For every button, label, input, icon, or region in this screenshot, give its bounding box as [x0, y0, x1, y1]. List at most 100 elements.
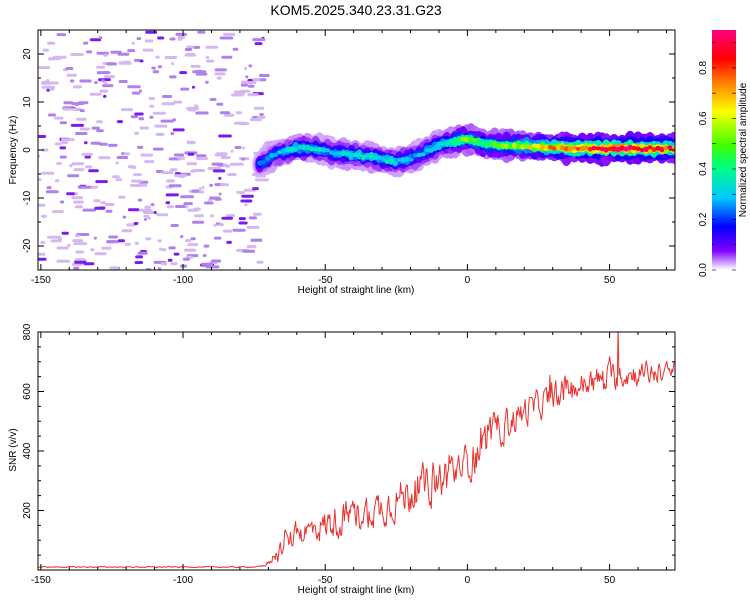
- noise-blob: [177, 156, 186, 160]
- ridge-core: [400, 157, 406, 163]
- noise-blob: [183, 202, 193, 206]
- snr-panel: -150 -100 -50 0 50 200 400 600 800 Height of st…: [8, 323, 676, 596]
- ridge-core: [285, 146, 291, 153]
- ridge-core: [368, 153, 374, 159]
- ridge-core: [420, 152, 426, 157]
- noise-blob: [56, 162, 62, 166]
- noise-blob: [79, 109, 85, 113]
- noise-blob: [144, 160, 155, 164]
- noise-blob: [116, 156, 129, 159]
- noise-blob: [46, 79, 50, 82]
- y-tick-label: 600: [22, 383, 33, 400]
- noise-blob: [84, 155, 91, 159]
- ridge-core: [500, 143, 506, 149]
- noise-blob: [238, 217, 246, 221]
- noise-blob: [107, 143, 118, 147]
- noise-blob: [187, 152, 195, 156]
- ridge-core: [575, 146, 581, 151]
- noise-blob: [124, 242, 131, 246]
- noise-blob: [186, 45, 195, 49]
- noise-blob: [188, 141, 196, 145]
- noise-blob: [218, 134, 232, 138]
- noise-blob: [254, 178, 269, 182]
- ridge-core: [297, 144, 303, 150]
- ridge-core: [344, 151, 350, 157]
- noise-blob: [190, 64, 201, 68]
- ridge-core: [392, 161, 398, 166]
- noise-blob: [122, 60, 131, 64]
- noise-blob: [205, 265, 220, 269]
- ridge-core: [348, 153, 354, 159]
- noise-blob: [73, 266, 80, 270]
- noise-blob: [142, 48, 154, 52]
- ridge-core: [659, 146, 665, 153]
- ridge-core: [305, 144, 311, 151]
- noise-blob: [170, 262, 178, 266]
- ridge-core: [551, 146, 558, 151]
- y-tick-label: 20: [22, 48, 33, 60]
- noise-blob: [150, 203, 155, 207]
- noise-blob: [152, 147, 164, 151]
- noise-blob: [144, 39, 154, 43]
- noise-blob: [180, 264, 187, 268]
- ridge-core: [651, 147, 657, 153]
- noise-blob: [90, 248, 95, 252]
- noise-blob: [85, 165, 93, 169]
- noise-blob: [49, 57, 62, 61]
- colorbar-ticks: 0.0 0.2 0.4 0.6 0.8: [698, 42, 736, 277]
- noise-blob: [61, 231, 69, 235]
- noise-blob: [220, 156, 231, 160]
- noise-blob: [218, 192, 222, 196]
- noise-blob: [167, 258, 173, 262]
- noise-blob: [230, 149, 234, 153]
- noise-blob: [91, 126, 100, 130]
- noise-blob: [235, 111, 243, 115]
- noise-blob: [232, 228, 246, 232]
- ridge-core: [627, 144, 633, 151]
- noise-blob: [52, 210, 64, 214]
- noise-blob: [38, 178, 42, 182]
- noise-blob: [127, 85, 141, 89]
- ridge-core: [476, 140, 482, 145]
- noise-blob: [234, 121, 247, 125]
- ridge-core: [436, 141, 442, 146]
- colorbar: 0.0 0.2 0.4 0.6 0.8 Normalized spectral ampl…: [698, 30, 749, 277]
- noise-blob: [138, 89, 143, 93]
- noise-blob: [69, 164, 73, 168]
- noise-blob: [96, 129, 104, 133]
- ridge-core: [615, 146, 621, 152]
- noise-blob: [73, 242, 88, 246]
- noise-blob: [118, 80, 128, 83]
- noise-blob: [206, 59, 215, 63]
- ridge-core: [623, 146, 629, 152]
- noise-blob: [192, 220, 205, 224]
- noise-blob: [227, 173, 237, 176]
- noise-blob: [192, 70, 207, 74]
- noise-blob: [46, 186, 52, 190]
- x-tick-label: 50: [604, 275, 616, 286]
- noise-blob: [65, 67, 74, 70]
- noise-blob: [232, 47, 239, 51]
- ridge-core: [424, 148, 430, 153]
- x-tick-label: 0: [465, 275, 471, 286]
- noise-blob: [175, 205, 186, 208]
- ridge-core: [360, 154, 366, 160]
- noise-blob: [226, 240, 232, 244]
- ridge-core: [619, 145, 625, 151]
- noise-blob: [258, 74, 270, 77]
- x-tick-label: 50: [604, 575, 616, 586]
- ridge-core: [336, 151, 342, 156]
- noise-blob: [242, 146, 245, 150]
- noise-blob: [79, 79, 92, 83]
- ridge-core: [269, 153, 275, 158]
- noise-blob: [169, 75, 177, 79]
- noise-blob: [195, 157, 209, 160]
- noise-blob: [234, 90, 246, 94]
- noise-blob: [62, 107, 76, 111]
- ridge-core: [448, 139, 454, 144]
- noise-blob: [115, 161, 119, 165]
- ridge-core: [484, 142, 490, 148]
- noise-blob: [67, 243, 71, 247]
- colorbar-tick-label: 0.6: [698, 111, 709, 125]
- ridge-core: [480, 141, 486, 146]
